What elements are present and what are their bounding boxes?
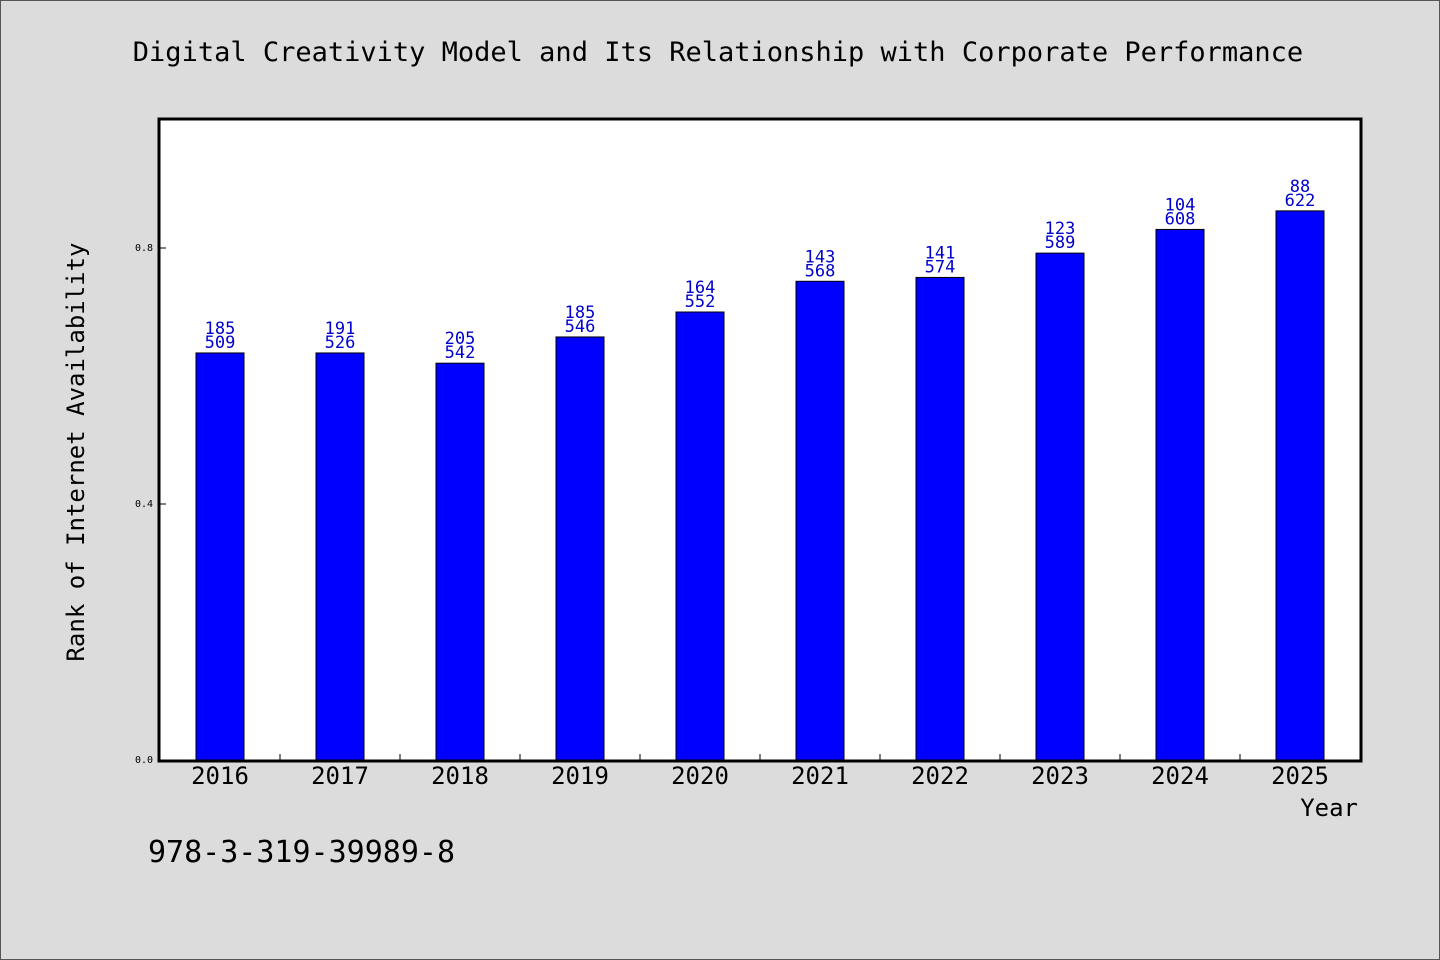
bar-2020	[675, 311, 725, 761]
bar-label-bottom-2025: 622	[1285, 191, 1316, 211]
bar-label-bottom-2022: 574	[925, 257, 956, 277]
x-tick-label-2022: 2022	[911, 762, 969, 790]
bar-label-bottom-2016: 509	[205, 333, 236, 353]
y-tick-label-1: 0.4	[135, 499, 153, 510]
y-axis-label: Rank of Internet Availability	[62, 242, 90, 661]
footer-isbn: 978-3-319-39989-8	[148, 835, 455, 870]
x-tick-label-2020: 2020	[671, 762, 729, 790]
bar-2019	[555, 336, 605, 761]
bar-label-top-2021: 143	[805, 247, 836, 267]
bar-label-top-2025: 88	[1290, 177, 1310, 197]
y-tick-label-0: 0.0	[135, 755, 153, 766]
bar-2018	[435, 362, 485, 761]
bar-label-top-2019: 185	[565, 303, 596, 323]
x-axis-label: Year	[1300, 794, 1358, 822]
bar-label-top-2024: 104	[1165, 195, 1196, 215]
bar-label-top-2023: 123	[1045, 219, 1076, 239]
bar-2021	[795, 280, 845, 761]
bar-label-bottom-2018: 542	[445, 343, 476, 363]
bar-label-top-2017: 191	[325, 319, 356, 339]
bar-2024	[1155, 228, 1205, 761]
bar-label-top-2016: 185	[205, 319, 236, 339]
bar-2023	[1035, 252, 1085, 761]
bar-label-bottom-2020: 552	[685, 292, 716, 312]
x-tick-label-2019: 2019	[551, 762, 609, 790]
bar-2017	[315, 352, 365, 761]
bar-label-bottom-2019: 546	[565, 317, 596, 337]
x-axis-ticks: 2016 2017 2018 2019 2020 2021 2022 2023 2024 2025	[191, 754, 1329, 790]
bar-2025	[1275, 210, 1325, 761]
bars-group	[195, 210, 1325, 761]
x-tick-label-2018: 2018	[431, 762, 489, 790]
y-axis-ticks: 0.0 0.4 0.8	[135, 243, 166, 766]
x-tick-label-2023: 2023	[1031, 762, 1089, 790]
bar-label-bottom-2021: 568	[805, 261, 836, 281]
chart-title: Digital Creativity Model and Its Relatio…	[133, 37, 1303, 68]
bar-label-top-2020: 164	[685, 278, 716, 298]
x-tick-label-2016: 2016	[191, 762, 249, 790]
bar-label-bottom-2024: 608	[1165, 209, 1196, 229]
bar-label-bottom-2023: 589	[1045, 233, 1076, 253]
x-tick-label-2021: 2021	[791, 762, 849, 790]
x-tick-label-2025: 2025	[1271, 762, 1329, 790]
bar-2022	[915, 276, 965, 761]
bar-2016	[195, 352, 245, 761]
bar-label-top-2018: 205	[445, 329, 476, 349]
y-tick-label-2: 0.8	[135, 243, 153, 254]
bar-label-top-2022: 141	[925, 243, 956, 263]
x-tick-label-2024: 2024	[1151, 762, 1209, 790]
bar-label-bottom-2017: 526	[325, 333, 356, 353]
x-tick-label-2017: 2017	[311, 762, 369, 790]
